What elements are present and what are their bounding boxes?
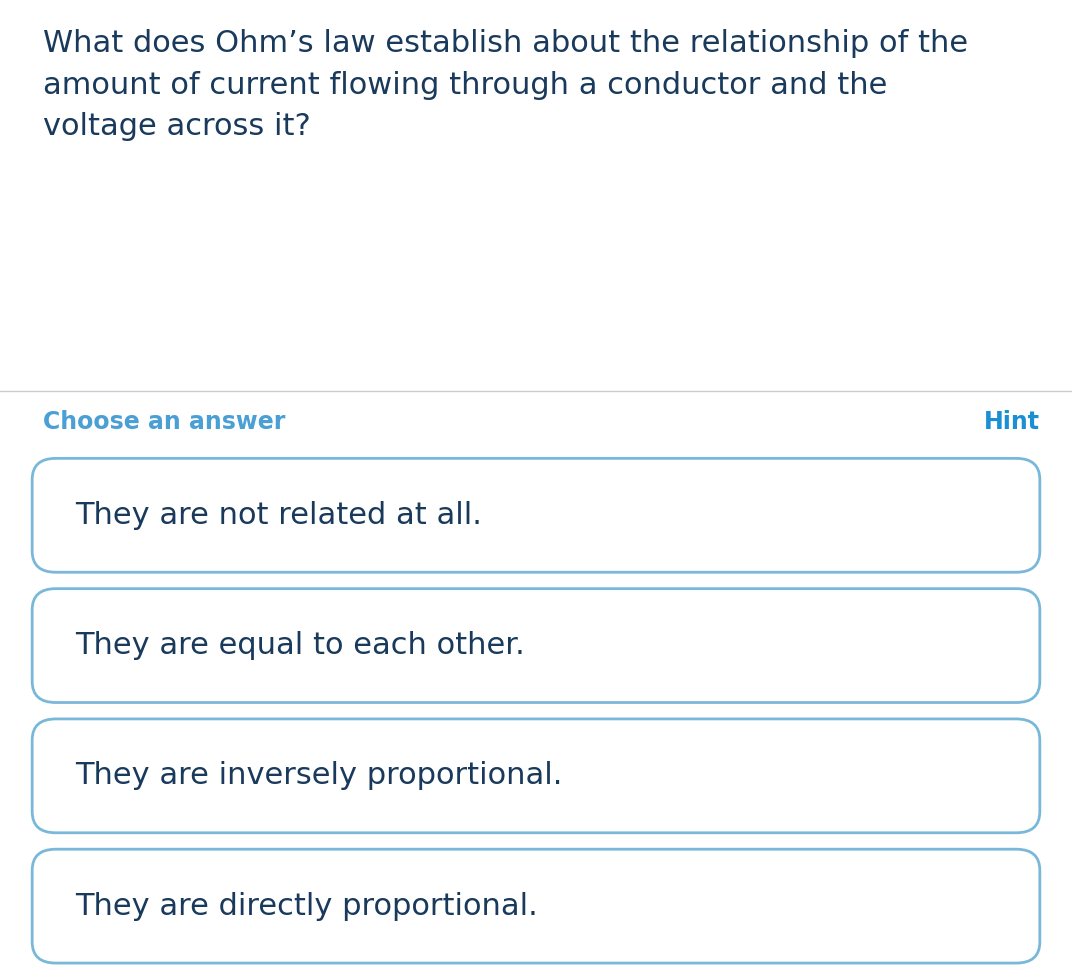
Text: They are inversely proportional.: They are inversely proportional. — [75, 761, 563, 790]
Text: They are not related at all.: They are not related at all. — [75, 501, 482, 530]
FancyBboxPatch shape — [32, 589, 1040, 703]
FancyBboxPatch shape — [32, 719, 1040, 833]
Text: Hint: Hint — [984, 410, 1040, 434]
Text: What does Ohm’s law establish about the relationship of the
amount of current fl: What does Ohm’s law establish about the … — [43, 29, 968, 141]
Text: They are directly proportional.: They are directly proportional. — [75, 892, 538, 921]
FancyBboxPatch shape — [32, 849, 1040, 963]
FancyBboxPatch shape — [32, 458, 1040, 572]
Text: They are equal to each other.: They are equal to each other. — [75, 631, 525, 660]
Text: Choose an answer: Choose an answer — [43, 410, 285, 434]
